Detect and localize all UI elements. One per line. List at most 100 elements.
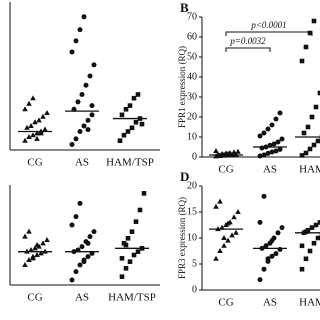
y-tick-label: 70 bbox=[187, 11, 197, 22]
data-point bbox=[79, 244, 85, 250]
data-point bbox=[77, 200, 83, 206]
data-point bbox=[79, 92, 85, 97]
data-point bbox=[307, 30, 313, 36]
data-point bbox=[235, 209, 241, 214]
x-tick-label: HAM/TSP bbox=[106, 157, 154, 169]
data-point bbox=[44, 237, 50, 242]
data-point bbox=[311, 18, 317, 24]
data-point bbox=[44, 110, 50, 115]
data-point bbox=[269, 238, 275, 244]
data-point bbox=[225, 220, 231, 226]
data-point bbox=[299, 243, 305, 249]
p-value: p<0.0001 bbox=[250, 20, 286, 30]
data-point bbox=[317, 90, 320, 96]
data-point bbox=[32, 245, 38, 251]
data-point bbox=[277, 246, 283, 252]
data-point bbox=[26, 100, 32, 106]
y-tick-label: 5 bbox=[192, 258, 197, 269]
data-point bbox=[22, 137, 28, 143]
data-point bbox=[22, 262, 28, 267]
data-point bbox=[125, 236, 131, 241]
data-point bbox=[73, 136, 79, 142]
x-tick-label: AS bbox=[263, 297, 277, 309]
data-point bbox=[28, 122, 34, 128]
data-point bbox=[269, 253, 275, 259]
data-point bbox=[125, 129, 131, 134]
y-tick-label: 10 bbox=[187, 232, 197, 243]
significance-bracket bbox=[225, 31, 313, 36]
data-point bbox=[219, 224, 225, 230]
data-point bbox=[273, 251, 279, 257]
x-tick-label: CG bbox=[27, 292, 42, 304]
data-point bbox=[235, 148, 241, 154]
data-point bbox=[85, 254, 91, 260]
y-tick-label: 0 bbox=[192, 284, 197, 295]
data-point bbox=[277, 146, 283, 152]
data-point bbox=[81, 259, 87, 265]
data-point bbox=[303, 150, 309, 156]
x-tick-label: CG bbox=[218, 297, 233, 309]
data-point bbox=[231, 149, 237, 155]
data-point bbox=[73, 38, 79, 44]
data-point bbox=[279, 225, 285, 231]
data-point bbox=[257, 277, 263, 283]
data-point bbox=[279, 136, 285, 142]
y-tick-label: 50 bbox=[187, 51, 197, 62]
data-point bbox=[30, 255, 36, 261]
data-point bbox=[275, 230, 281, 236]
data-point bbox=[77, 27, 83, 33]
data-point bbox=[69, 222, 75, 228]
x-tick-label: AS bbox=[263, 164, 277, 176]
data-point bbox=[32, 119, 38, 125]
data-point bbox=[40, 240, 46, 246]
x-tick-label: HAM/TSP bbox=[108, 292, 156, 304]
data-point bbox=[263, 243, 269, 249]
data-point bbox=[273, 148, 279, 154]
data-point bbox=[257, 153, 263, 159]
significance-bracket bbox=[225, 47, 271, 52]
data-point bbox=[133, 119, 139, 125]
data-point bbox=[83, 82, 89, 88]
x-tick-label: AS bbox=[75, 157, 89, 169]
data-point bbox=[22, 233, 28, 239]
y-tick-label: 30 bbox=[187, 91, 197, 102]
data-point bbox=[275, 139, 281, 145]
data-point bbox=[299, 153, 305, 158]
data-point bbox=[265, 256, 271, 262]
data-point bbox=[34, 242, 40, 247]
data-point bbox=[311, 142, 317, 148]
data-point bbox=[22, 106, 28, 112]
data-point bbox=[307, 146, 313, 152]
data-point bbox=[119, 256, 125, 261]
panel-label: D bbox=[180, 169, 189, 184]
data-point bbox=[77, 262, 83, 268]
data-point bbox=[217, 198, 223, 204]
data-point bbox=[225, 237, 231, 243]
y-axis-label: FPR3 expression (RQ) bbox=[177, 197, 187, 279]
data-point bbox=[307, 248, 313, 254]
data-point bbox=[87, 73, 93, 79]
data-point bbox=[309, 114, 315, 120]
y-tick-label: 20 bbox=[187, 180, 197, 191]
x-tick-label: CG bbox=[218, 164, 233, 176]
data-point bbox=[271, 141, 277, 147]
x-tick-label: HAM bbox=[299, 164, 320, 176]
data-point bbox=[42, 126, 48, 132]
data-point bbox=[123, 266, 129, 271]
data-point bbox=[257, 219, 263, 225]
data-point bbox=[28, 247, 34, 252]
data-point bbox=[24, 124, 30, 130]
data-point bbox=[119, 112, 125, 118]
data-point bbox=[299, 58, 305, 64]
data-point bbox=[233, 229, 239, 235]
y-tick-label: 15 bbox=[187, 206, 197, 217]
data-point bbox=[69, 141, 75, 147]
y-tick-label: 40 bbox=[187, 71, 197, 82]
y-tick-label: 20 bbox=[187, 111, 197, 122]
data-point bbox=[299, 266, 305, 272]
data-point bbox=[231, 214, 237, 220]
y-tick-label: 0 bbox=[192, 151, 197, 162]
data-point bbox=[127, 259, 133, 264]
data-point bbox=[81, 14, 87, 20]
data-point bbox=[38, 130, 44, 136]
